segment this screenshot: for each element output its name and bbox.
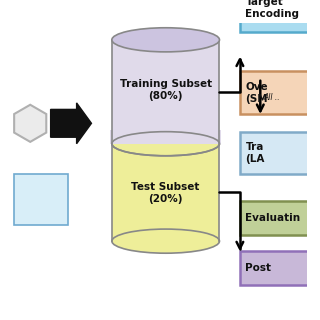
Ellipse shape <box>112 28 220 52</box>
FancyBboxPatch shape <box>14 174 68 225</box>
Polygon shape <box>112 40 220 144</box>
FancyBboxPatch shape <box>240 0 316 32</box>
FancyBboxPatch shape <box>240 132 316 174</box>
Text: Test Subset
(20%): Test Subset (20%) <box>132 182 200 204</box>
Text: Tra
(LA: Tra (LA <box>245 142 265 164</box>
Ellipse shape <box>112 132 220 156</box>
Text: Training Subset
(80%): Training Subset (80%) <box>120 79 212 101</box>
Polygon shape <box>112 144 220 241</box>
Polygon shape <box>14 105 46 142</box>
FancyBboxPatch shape <box>240 251 316 285</box>
Text: Evaluatin: Evaluatin <box>245 213 300 223</box>
FancyBboxPatch shape <box>240 71 316 114</box>
FancyBboxPatch shape <box>240 201 316 235</box>
Polygon shape <box>110 130 221 144</box>
FancyArrow shape <box>51 103 92 144</box>
Text: Ove
(SM: Ove (SM <box>245 82 268 103</box>
Text: Target
Encoding: Target Encoding <box>245 0 300 19</box>
Text: Post: Post <box>245 263 271 273</box>
Ellipse shape <box>112 229 220 253</box>
Text: All ..: All .. <box>263 93 280 102</box>
